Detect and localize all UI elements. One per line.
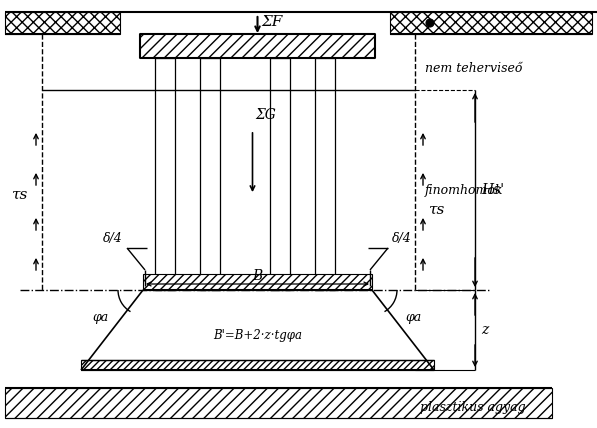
Bar <box>315 58 335 290</box>
Text: δ/4: δ/4 <box>392 232 412 244</box>
Bar <box>140 34 375 58</box>
Bar <box>5 388 552 418</box>
Text: φa: φa <box>93 312 109 324</box>
Text: ΣF: ΣF <box>261 15 283 29</box>
Bar <box>143 274 372 290</box>
Text: nem teherviseő: nem teherviseő <box>425 62 522 74</box>
Bar <box>200 58 220 290</box>
Text: τs: τs <box>429 203 445 217</box>
Text: τs: τs <box>12 188 28 202</box>
Text: Hs': Hs' <box>481 183 504 197</box>
Circle shape <box>426 19 434 27</box>
Bar <box>390 12 592 34</box>
Bar <box>155 58 175 290</box>
Text: φa: φa <box>406 312 422 324</box>
Text: B: B <box>253 269 263 283</box>
Bar <box>270 58 290 290</box>
Text: z: z <box>481 323 488 337</box>
Text: B'=B+2·z·tgφa: B'=B+2·z·tgφa <box>213 329 302 342</box>
Bar <box>5 12 120 34</box>
Bar <box>81 360 434 370</box>
Text: δ/4: δ/4 <box>103 232 123 244</box>
Text: ΣG: ΣG <box>256 108 276 122</box>
Text: finomhomok: finomhomok <box>425 184 503 196</box>
Text: plasztikus agyag: plasztikus agyag <box>420 401 525 414</box>
